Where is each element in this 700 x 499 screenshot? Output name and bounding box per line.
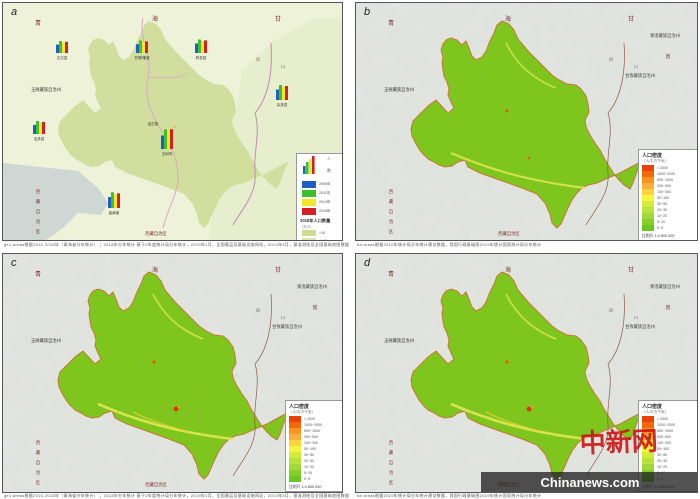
svg-text:甘: 甘 [275, 266, 281, 274]
svg-text:人: 人 [327, 156, 331, 161]
svg-text:甘: 甘 [628, 15, 634, 23]
svg-text:西藏自治区: 西藏自治区 [145, 230, 167, 237]
svg-text:自: 自 [36, 208, 40, 215]
svg-text:省: 省 [665, 53, 670, 60]
svg-text:西藏自治区: 西藏自治区 [145, 481, 167, 488]
svg-text:川: 川 [634, 64, 638, 69]
svg-text:玉树市: 玉树市 [162, 151, 173, 156]
svg-text:治多县: 治多县 [34, 136, 45, 141]
svg-text:甘德/隆宝: 甘德/隆宝 [134, 55, 150, 60]
svg-text:四: 四 [609, 308, 613, 313]
svg-text:区: 区 [389, 480, 394, 485]
svg-text:果洛藏族自治州: 果洛藏族自治州 [650, 283, 680, 290]
svg-text:四: 四 [256, 308, 260, 313]
svg-text:甘: 甘 [628, 266, 634, 274]
svg-text:川: 川 [634, 315, 638, 320]
svg-text:青: 青 [35, 19, 41, 27]
svg-text:曲麻莱: 曲麻莱 [109, 210, 120, 215]
svg-text:玉树藏族自治州: 玉树藏族自治州 [384, 337, 414, 344]
svg-text:治: 治 [389, 469, 394, 476]
svg-text:甘: 甘 [275, 15, 281, 23]
svg-text:区: 区 [389, 229, 394, 234]
svg-text:藏: 藏 [389, 449, 394, 456]
svg-text:果洛藏族自治州: 果洛藏族自治州 [297, 283, 327, 290]
svg-text:四: 四 [256, 57, 260, 62]
svg-text:海: 海 [152, 15, 158, 23]
svg-text:达日县: 达日县 [57, 55, 68, 60]
svg-text:藏: 藏 [36, 198, 41, 205]
svg-text:藏: 藏 [36, 449, 41, 456]
svg-text:省: 省 [312, 304, 317, 311]
svg-text:海: 海 [505, 15, 511, 23]
svg-text:海: 海 [505, 266, 511, 274]
svg-text:玉树藏族自治州: 玉树藏族自治州 [31, 337, 61, 344]
svg-text:四: 四 [609, 57, 613, 62]
svg-text:数: 数 [327, 167, 331, 173]
svg-text:川: 川 [281, 64, 285, 69]
svg-text:海: 海 [152, 266, 158, 274]
svg-text:玉树藏族自治州: 玉树藏族自治州 [384, 86, 414, 93]
svg-text:青: 青 [35, 270, 41, 278]
svg-text:甘孜藏族自治州: 甘孜藏族自治州 [272, 323, 302, 330]
svg-text:自: 自 [389, 459, 393, 466]
svg-text:中新网: 中新网 [579, 426, 658, 459]
svg-text:治: 治 [389, 218, 394, 225]
svg-text:治: 治 [36, 469, 41, 476]
svg-text:治: 治 [36, 218, 41, 225]
svg-text:西藏自治区: 西藏自治区 [498, 230, 520, 237]
svg-text:藏: 藏 [389, 198, 394, 205]
svg-text:区: 区 [36, 480, 41, 485]
svg-text:玉树藏族自治州: 玉树藏族自治州 [31, 86, 61, 93]
svg-text:青: 青 [388, 270, 394, 278]
svg-text:称多县: 称多县 [196, 55, 207, 60]
svg-text:区: 区 [36, 229, 41, 234]
svg-text:甘孜藏族自治州: 甘孜藏族自治州 [625, 323, 655, 330]
svg-text:青: 青 [388, 19, 394, 27]
svg-text:自: 自 [389, 208, 393, 215]
svg-text:杂多县: 杂多县 [277, 102, 288, 107]
svg-text:自: 自 [36, 459, 40, 466]
svg-text:结古镇: 结古镇 [148, 121, 159, 126]
svg-text:甘孜藏族自治州: 甘孜藏族自治州 [625, 72, 655, 79]
svg-text:果洛藏族自治州: 果洛藏族自治州 [650, 32, 680, 39]
svg-text:川: 川 [281, 315, 285, 320]
svg-text:省: 省 [665, 304, 670, 311]
